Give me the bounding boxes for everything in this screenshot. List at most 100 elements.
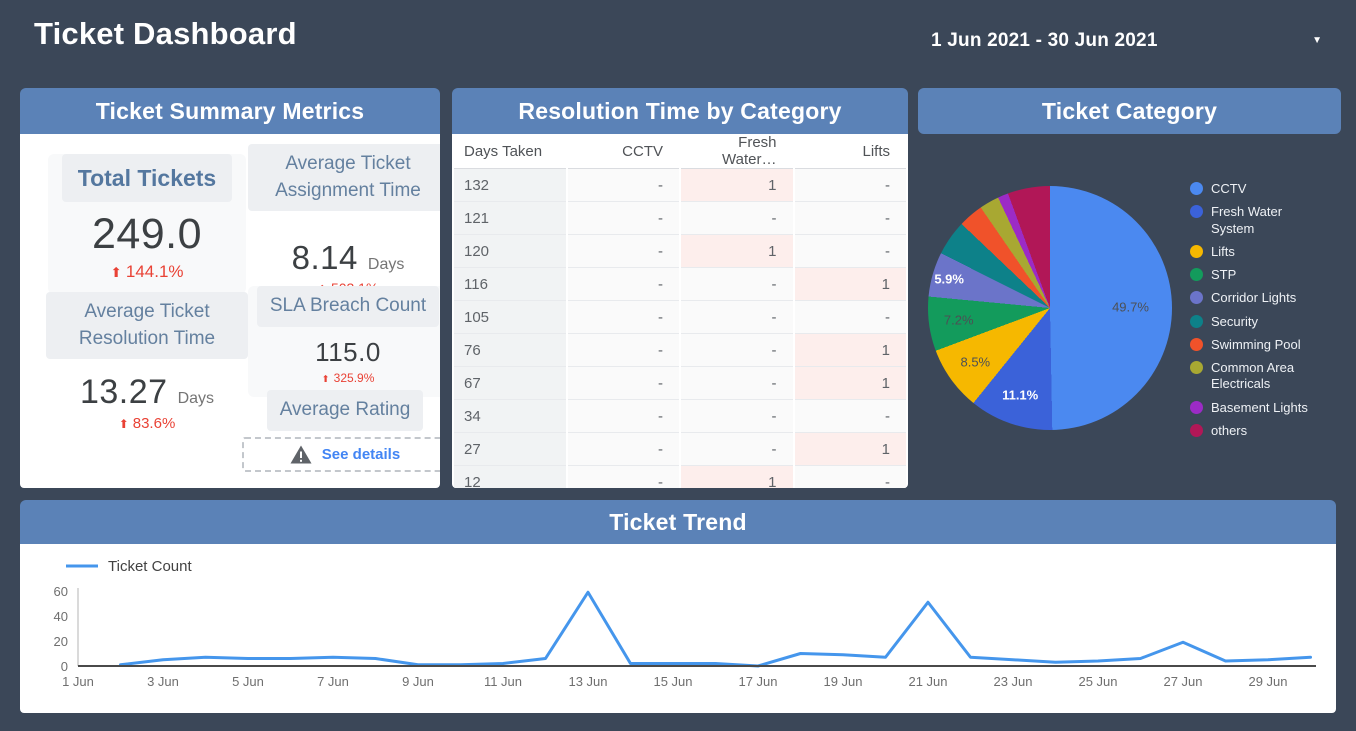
legend-label: STP <box>1211 267 1237 282</box>
legend-label: Swimming Pool <box>1211 336 1301 352</box>
legend-item[interactable]: Corridor Lights <box>1190 290 1322 306</box>
cctv-count-cell: - <box>567 202 679 235</box>
x-tick-label: 9 Jun <box>402 674 434 689</box>
table-row: 116- -1 <box>454 268 906 301</box>
legend-item[interactable]: Security <box>1190 314 1322 330</box>
arrow-up-icon: ⬆ <box>118 417 129 432</box>
category-pie[interactable]: 49.7% 11.1% 8.5% 7.2% 5.9% <box>928 186 1172 430</box>
metric-value: 13.27 <box>79 373 168 412</box>
table-row: 120-1- <box>454 235 906 268</box>
pie-slice-label: 7.2% <box>943 312 974 328</box>
x-tick-label: 3 Jun <box>147 674 179 689</box>
x-tick-label: 23 Jun <box>993 674 1032 689</box>
table-row: 121- - - <box>454 202 906 235</box>
cctv-count-cell: - <box>567 400 679 433</box>
metric-unit: Days <box>367 256 405 274</box>
date-range-label: 1 Jun 2021 - 30 Jun 2021 <box>931 30 1158 51</box>
legend-dot <box>1190 337 1203 351</box>
pie-slice-label: 49.7% <box>1112 299 1149 315</box>
metric-label: Average Ticket Assignment Time <box>248 144 440 212</box>
x-tick-label: 27 Jun <box>1163 674 1202 689</box>
days-taken-cell: 67 <box>454 367 566 400</box>
metric-sla-breach-count: SLA Breach Count 115.0 ⬆ 325.9% <box>248 286 440 397</box>
cctv-count-cell: - <box>567 301 679 334</box>
x-tick-label: 11 Jun <box>484 674 522 689</box>
panel-title: Ticket Summary Metrics <box>20 88 440 134</box>
legend-label: Lifts <box>1211 243 1235 259</box>
x-tick-label: 13 Jun <box>568 674 607 689</box>
fresh-water-count-cell: - <box>681 433 793 466</box>
days-taken-cell: 132 <box>454 169 566 202</box>
see-details-button[interactable]: See details <box>242 436 440 472</box>
metric-delta: 325.9% <box>333 370 375 385</box>
legend-dot <box>1190 400 1203 414</box>
legend-dot <box>1190 423 1203 437</box>
arrow-up-icon: ⬆ <box>321 373 330 385</box>
metric-value: 249.0 <box>91 210 203 259</box>
cctv-count-cell: - <box>567 367 679 400</box>
ticket-count-line <box>119 590 1312 668</box>
legend-item[interactable]: others <box>1190 423 1322 439</box>
legend-label: Basement Lights <box>1211 399 1308 415</box>
legend-item[interactable]: Lifts <box>1190 244 1322 260</box>
arrow-up-icon: ⬆ <box>110 265 122 281</box>
trend-chart: Ticket Count 0 20 40 60 1 Jun 3 Jun 5 Jun 7 Ju… <box>54 558 1316 689</box>
legend-label: Security <box>1211 313 1258 329</box>
days-taken-cell: 121 <box>454 202 566 235</box>
metric-avg-resolution-time: Average Ticket Resolution Time 13.27 Days… <box>46 292 248 432</box>
table-row: 27- -1 <box>454 433 906 466</box>
table-row: 132-1- <box>454 169 906 202</box>
lifts-count-cell: 1 <box>794 433 906 466</box>
panel-title: Resolution Time by Category <box>452 88 908 134</box>
x-tick-label: 1 Jun <box>62 674 94 689</box>
pie-slice-label: 11.1% <box>1002 387 1039 403</box>
table-row: 12-1- <box>454 466 906 488</box>
ticket-trend-body: Ticket Count 0 20 40 60 1 Jun 3 Jun 5 Jun 7 Ju… <box>20 544 1336 713</box>
trend-legend-label: Ticket Count <box>108 558 192 575</box>
x-tick-label: 17 Jun <box>738 674 777 689</box>
x-tick-label: 15 Jun <box>653 674 692 689</box>
days-taken-cell: 120 <box>454 235 566 268</box>
chevron-down-icon[interactable]: ▼ <box>1312 35 1322 46</box>
legend-dot <box>1190 314 1203 328</box>
y-tick-label: 20 <box>54 634 68 649</box>
x-tick-label: 19 Jun <box>823 674 862 689</box>
column-header-fresh-water: Fresh Water… <box>681 134 793 169</box>
cctv-count-cell: - <box>567 334 679 367</box>
lifts-count-cell: - <box>794 301 906 334</box>
fresh-water-count-cell: - <box>681 400 793 433</box>
legend-dot <box>1190 182 1203 195</box>
cctv-count-cell: - <box>567 169 679 202</box>
legend-item[interactable]: Fresh Water System <box>1190 204 1322 237</box>
lifts-count-cell: - <box>794 235 906 268</box>
legend-item[interactable]: Swimming Pool <box>1190 337 1322 353</box>
metric-delta: 144.1% <box>125 262 184 282</box>
cctv-count-cell: - <box>567 235 679 268</box>
legend-item[interactable]: Basement Lights <box>1190 400 1322 416</box>
date-range-selector[interactable]: 1 Jun 2021 - 30 Jun 2021 ▼ <box>920 24 1336 60</box>
see-details-label: See details <box>321 445 401 463</box>
y-tick-label: 40 <box>54 609 68 624</box>
column-header-lifts: Lifts <box>794 134 906 169</box>
x-tick-label: 29 Jun <box>1248 674 1287 689</box>
metric-average-rating: Average Rating See details <box>242 390 440 472</box>
metric-label: Average Ticket Resolution Time <box>46 292 248 360</box>
legend-item[interactable]: STP <box>1190 267 1322 283</box>
lifts-count-cell: 1 <box>794 334 906 367</box>
metric-value: 8.14 <box>291 239 358 277</box>
metric-delta: 83.6% <box>132 415 176 433</box>
resolution-table-container: Days Taken CCTV Fresh Water… Lifts 132-1-12… <box>452 134 908 488</box>
legend-dot <box>1190 244 1203 258</box>
fresh-water-count-cell: 1 <box>681 169 793 202</box>
legend-item[interactable]: Common Area Electricals <box>1190 360 1322 393</box>
table-header-row: Days Taken CCTV Fresh Water… Lifts <box>454 134 906 169</box>
ticket-summary-body: Total Tickets 249.0 ⬆ 144.1% Average Tick… <box>20 134 440 488</box>
legend-item[interactable]: CCTV <box>1190 181 1322 197</box>
cctv-count-cell: - <box>567 268 679 301</box>
lifts-count-cell: - <box>794 466 906 488</box>
legend-label: CCTV <box>1211 181 1247 196</box>
legend-label: Common Area Electricals <box>1211 360 1295 392</box>
y-tick-label: 60 <box>54 584 68 599</box>
category-legend: CCTV Fresh Water System Lifts STP Corridor L… <box>1190 181 1322 446</box>
legend-label: others <box>1211 422 1248 438</box>
